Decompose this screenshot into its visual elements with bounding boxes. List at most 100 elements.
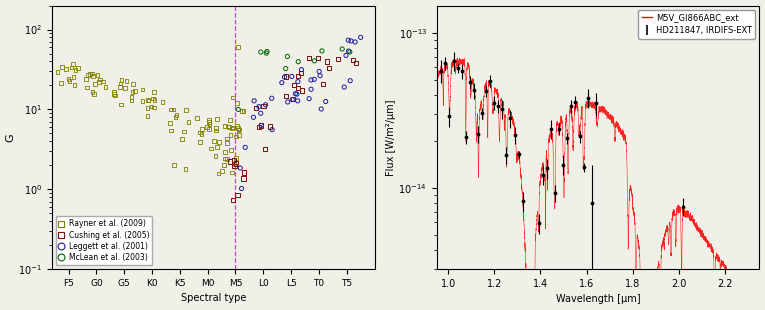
Point	[451, 66, 464, 71]
Point	[142, 98, 155, 103]
Point	[116, 78, 128, 83]
Point	[291, 73, 304, 78]
Point	[56, 65, 68, 70]
Point	[258, 104, 270, 109]
Point	[87, 74, 99, 79]
Point	[168, 163, 181, 168]
Point	[484, 78, 496, 83]
Point	[171, 113, 183, 117]
Point	[336, 46, 348, 51]
Point	[238, 170, 250, 175]
Point	[93, 79, 105, 84]
Point	[201, 125, 213, 130]
Point	[317, 82, 329, 86]
Point	[236, 109, 248, 114]
Point	[291, 92, 303, 97]
Point	[435, 68, 448, 73]
Point	[148, 105, 161, 110]
Point	[108, 91, 120, 96]
X-axis label: Spectral type: Spectral type	[181, 294, 246, 303]
Point	[213, 140, 226, 144]
Point	[285, 74, 298, 79]
Point	[226, 95, 239, 100]
Point	[265, 96, 278, 101]
Point	[115, 102, 127, 107]
Point	[142, 114, 154, 119]
Point	[125, 98, 138, 103]
Point	[69, 82, 81, 87]
Point	[439, 60, 451, 65]
Point	[168, 107, 180, 112]
Point	[225, 148, 237, 153]
Point	[232, 126, 244, 131]
Point	[224, 117, 236, 122]
Point	[231, 124, 243, 129]
Point	[182, 120, 194, 125]
Point	[222, 124, 234, 129]
Point	[250, 106, 262, 111]
Point	[248, 98, 260, 103]
Point	[448, 58, 460, 63]
Point	[219, 123, 231, 128]
Point	[472, 131, 484, 136]
Point	[292, 59, 304, 64]
Point	[91, 73, 103, 78]
Point	[67, 61, 79, 66]
Point	[308, 58, 321, 63]
Point	[562, 136, 574, 141]
Legend: M5V_GI866ABC_ext, HD211847, IRDIFS-EXT: M5V_GI866ABC_ext, HD211847, IRDIFS-EXT	[638, 10, 755, 38]
Point	[282, 54, 294, 59]
Point	[291, 98, 304, 103]
Point	[578, 165, 590, 170]
Point	[99, 85, 112, 90]
Point	[210, 145, 223, 150]
Point	[282, 100, 294, 104]
Point	[147, 96, 159, 101]
Point	[136, 99, 148, 104]
Point	[196, 132, 208, 137]
Point	[321, 59, 333, 64]
Point	[148, 90, 160, 95]
Point	[179, 166, 191, 171]
Point	[296, 88, 308, 93]
Point	[210, 125, 222, 130]
Point	[114, 84, 126, 89]
Point	[460, 135, 472, 140]
Point	[354, 35, 366, 40]
Point	[194, 130, 206, 135]
Point	[67, 75, 80, 80]
Point	[520, 286, 532, 291]
Point	[89, 81, 101, 86]
Point	[203, 122, 216, 127]
Point	[255, 50, 267, 55]
Point	[476, 111, 488, 116]
Point	[203, 120, 216, 125]
Point	[500, 153, 513, 157]
Point	[305, 78, 317, 82]
Point	[157, 100, 169, 104]
Point	[342, 38, 354, 43]
Point	[295, 71, 307, 76]
Point	[221, 141, 233, 146]
Point	[234, 166, 246, 171]
Point	[63, 77, 75, 82]
Point	[210, 153, 222, 158]
Legend: Rayner et al. (2009), Cushing et al. (2005), Leggett et al. (2001), McLean et al: Rayner et al. (2009), Cushing et al. (20…	[56, 216, 152, 265]
Y-axis label: Flux [W/m²/μm]: Flux [W/m²/μm]	[386, 99, 396, 175]
Point	[80, 77, 93, 82]
Point	[278, 75, 291, 80]
Point	[280, 74, 292, 79]
Point	[343, 49, 355, 54]
Point	[295, 67, 308, 72]
Point	[237, 176, 249, 181]
Point	[233, 127, 245, 132]
Point	[70, 68, 82, 73]
Point	[213, 171, 225, 176]
Point	[590, 101, 602, 106]
Point	[169, 114, 181, 119]
Point	[231, 100, 243, 105]
Point	[541, 166, 553, 171]
Point	[344, 78, 356, 83]
Point	[239, 145, 252, 150]
Point	[467, 88, 480, 93]
